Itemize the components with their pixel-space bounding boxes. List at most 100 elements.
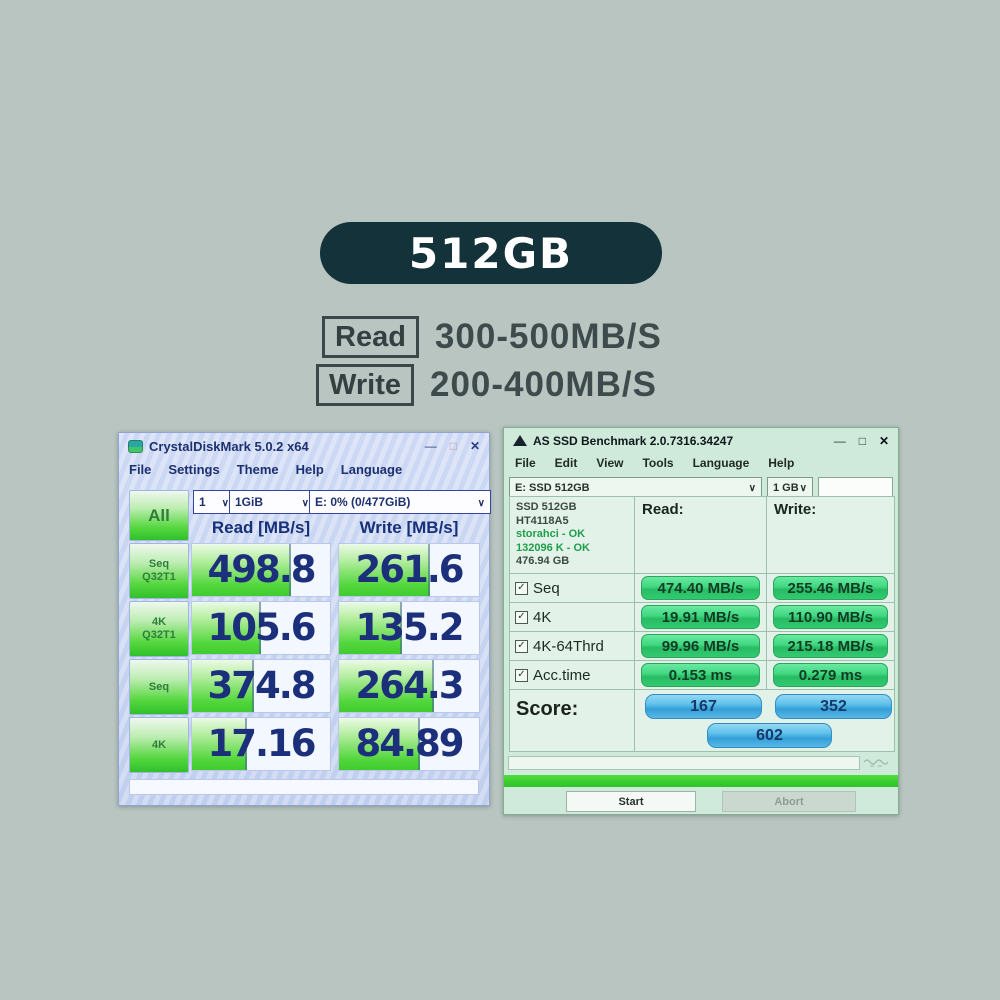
asssd-menu-language[interactable]: Language xyxy=(692,456,750,470)
asssd-score-label: Score: xyxy=(510,690,635,751)
cdm-seq-read-value: 374.8 xyxy=(191,659,331,713)
asssd-seq-read-cell: 474.40 MB/s xyxy=(635,574,767,603)
asssd-4k-read-cell: 19.91 MB/s xyxy=(635,603,767,632)
cdm-drive-select[interactable]: E: 0% (0/477GiB) xyxy=(309,490,491,514)
meter-bar xyxy=(339,544,430,596)
result-pill: 255.46 MB/s xyxy=(773,576,888,600)
chevron-down-icon xyxy=(749,482,756,494)
write-spec-label: Write xyxy=(316,364,414,406)
cdm-read-column-header: Read [MB/s] xyxy=(211,518,311,537)
close-icon[interactable]: ✕ xyxy=(469,439,480,453)
score-read-pill: 167 xyxy=(645,694,762,719)
cdm-menu-settings[interactable]: Settings xyxy=(168,462,220,477)
asssd-size-select[interactable]: 1 GB xyxy=(767,477,813,498)
checkbox-checked-icon[interactable] xyxy=(515,581,528,595)
capacity-badge: 512GB xyxy=(320,222,662,284)
cdm-seq-q32t1-read-value: 498.8 xyxy=(191,543,331,597)
asssd-menubar: File Edit View Tools Language Help xyxy=(515,456,794,470)
asssd-seq-write-cell: 255.46 MB/s xyxy=(767,574,894,603)
crystaldiskmark-window: CrystalDiskMark 5.0.2 x64 — □ ✕ File Set… xyxy=(118,432,491,806)
read-spec-label: Read xyxy=(322,316,419,358)
cdm-4k-write-value: 84.89 xyxy=(338,717,480,771)
checkbox-checked-icon[interactable] xyxy=(515,610,528,624)
asssd-status-bar xyxy=(504,775,898,787)
cdm-window-controls: — □ ✕ xyxy=(425,440,480,452)
asssd-write-column-header: Write: xyxy=(767,497,894,574)
asssd-titlebar: AS SSD Benchmark 2.0.7316.34247 — □ ✕ xyxy=(504,428,898,453)
meter-bar xyxy=(339,660,435,712)
asssd-menu-edit[interactable]: Edit xyxy=(554,456,578,470)
asssd-4k-row-label: 4K xyxy=(510,603,635,632)
cdm-all-button[interactable]: All xyxy=(129,490,189,541)
cdm-menu-theme[interactable]: Theme xyxy=(236,462,279,477)
meter-bar xyxy=(192,718,248,770)
asssd-app-icon xyxy=(513,435,527,446)
read-spec-value: 300-500MB/S xyxy=(434,317,662,356)
asssd-results-table: SSD 512GB HT4118A5 storahci - OK 132096 … xyxy=(509,496,895,752)
asssd-acctime-write-cell: 0.279 ms xyxy=(767,661,894,690)
cdm-4k-q32t1-write-value: 135.2 xyxy=(338,601,480,655)
cdm-seq-write-value: 264.3 xyxy=(338,659,480,713)
result-pill: 99.96 MB/s xyxy=(641,634,760,658)
asssd-toolbar-field[interactable] xyxy=(818,477,893,498)
write-spec-value: 200-400MB/S xyxy=(429,365,657,404)
cdm-4k-q32t1-button[interactable]: 4K Q32T1 xyxy=(129,601,189,657)
result-pill: 474.40 MB/s xyxy=(641,576,760,600)
chevron-down-icon xyxy=(222,495,229,509)
asssd-acctime-row-label: Acc.time xyxy=(510,661,635,690)
abort-button[interactable]: Abort xyxy=(722,791,856,812)
cdm-seq-q32t1-button[interactable]: Seq Q32T1 xyxy=(129,543,189,599)
close-icon[interactable]: ✕ xyxy=(878,433,889,448)
meter-bar xyxy=(339,718,421,770)
cdm-4k-q32t1-read-value: 105.6 xyxy=(191,601,331,655)
meter-bar xyxy=(339,602,402,654)
minimize-icon[interactable]: — xyxy=(424,439,437,453)
asssd-progress-bar xyxy=(508,756,860,770)
crystaldiskmark-app-icon xyxy=(128,439,143,453)
cdm-comment-field[interactable] xyxy=(129,779,479,795)
cdm-titlebar: CrystalDiskMark 5.0.2 x64 — □ ✕ xyxy=(119,433,489,459)
watermark-scribble xyxy=(863,759,889,767)
asssd-menu-tools[interactable]: Tools xyxy=(642,456,674,470)
meter-bar xyxy=(192,602,261,654)
capacity-badge-label: 512GB xyxy=(408,228,574,278)
cdm-test-count-select[interactable]: 1 xyxy=(193,490,235,514)
cdm-window-title: CrystalDiskMark 5.0.2 x64 xyxy=(149,438,309,454)
asssd-window-controls: — □ ✕ xyxy=(834,435,889,447)
asssd-4k64thrd-write-cell: 215.18 MB/s xyxy=(767,632,894,661)
asssd-seq-row-label: Seq xyxy=(510,574,635,603)
asssd-menu-help[interactable]: Help xyxy=(768,456,795,470)
cdm-seq-q32t1-write-value: 261.6 xyxy=(338,543,480,597)
asssd-window: AS SSD Benchmark 2.0.7316.34247 — □ ✕ Fi… xyxy=(503,427,899,815)
cdm-menu-help[interactable]: Help xyxy=(295,462,324,477)
minimize-icon[interactable]: — xyxy=(833,433,846,448)
result-pill: 215.18 MB/s xyxy=(773,634,888,658)
meter-bar xyxy=(192,660,255,712)
cdm-test-size-select[interactable]: 1GiB xyxy=(229,490,315,514)
start-button[interactable]: Start xyxy=(566,791,696,812)
asssd-window-title: AS SSD Benchmark 2.0.7316.34247 xyxy=(533,433,734,448)
chevron-down-icon xyxy=(478,495,485,509)
checkbox-checked-icon[interactable] xyxy=(515,668,528,682)
result-pill: 0.153 ms xyxy=(641,663,760,687)
cdm-menu-language[interactable]: Language xyxy=(340,462,403,477)
maximize-icon[interactable]: □ xyxy=(449,439,457,453)
result-pill: 0.279 ms xyxy=(773,663,888,687)
maximize-icon[interactable]: □ xyxy=(858,433,866,448)
asssd-4k64thrd-row-label: 4K-64Thrd xyxy=(510,632,635,661)
asssd-4k-write-cell: 110.90 MB/s xyxy=(767,603,894,632)
cdm-menubar: File Settings Theme Help Language xyxy=(129,462,402,477)
cdm-menu-file[interactable]: File xyxy=(129,462,152,477)
asssd-acctime-read-cell: 0.153 ms xyxy=(635,661,767,690)
asssd-menu-view[interactable]: View xyxy=(596,456,624,470)
cdm-4k-button[interactable]: 4K xyxy=(129,717,189,773)
asssd-menu-file[interactable]: File xyxy=(515,456,536,470)
asssd-read-column-header: Read: xyxy=(635,497,767,574)
checkbox-checked-icon[interactable] xyxy=(515,639,528,653)
score-total-pill: 602 xyxy=(707,723,832,748)
asssd-drive-select[interactable]: E: SSD 512GB xyxy=(509,477,762,498)
score-write-pill: 352 xyxy=(775,694,892,719)
cdm-seq-button[interactable]: Seq xyxy=(129,659,189,715)
cdm-write-column-header: Write [MB/s] xyxy=(359,518,459,537)
